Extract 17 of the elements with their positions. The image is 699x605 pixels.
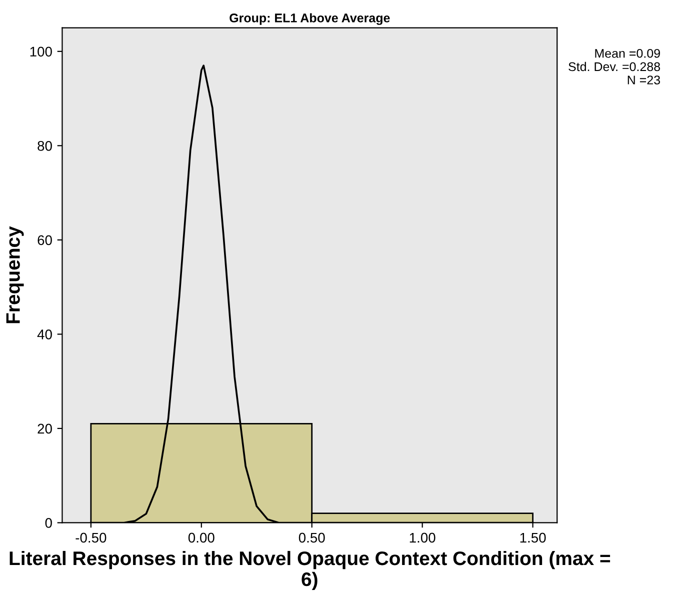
text: Std. Dev. =0.288 — [568, 62, 660, 72]
x-axis-title: Literal Responses in the Novel Opaque Context Condition (max = 6) — [10, 550, 610, 590]
x-tick-label: 0.00 — [188, 532, 214, 543]
x-tick-label: 1.50 — [520, 532, 546, 543]
y-axis-title: Frequency — [6, 226, 24, 324]
y-tick-label: 0 — [45, 518, 52, 528]
y-tick-label: 100 — [30, 46, 52, 57]
y-tick-label: 80 — [38, 140, 52, 151]
x-tick-label: -0.50 — [76, 532, 106, 543]
text: Mean =0.09 — [595, 48, 660, 58]
x-tick-label: 0.50 — [298, 532, 325, 543]
chart-title: Group: EL1 Above Average — [230, 13, 390, 25]
text: N =23 — [628, 76, 660, 84]
y-tick-label: 20 — [38, 424, 52, 434]
y-tick-label: 60 — [38, 235, 52, 246]
y-tick-label: 40 — [37, 330, 52, 340]
x-tick-label: 1.00 — [410, 532, 436, 543]
